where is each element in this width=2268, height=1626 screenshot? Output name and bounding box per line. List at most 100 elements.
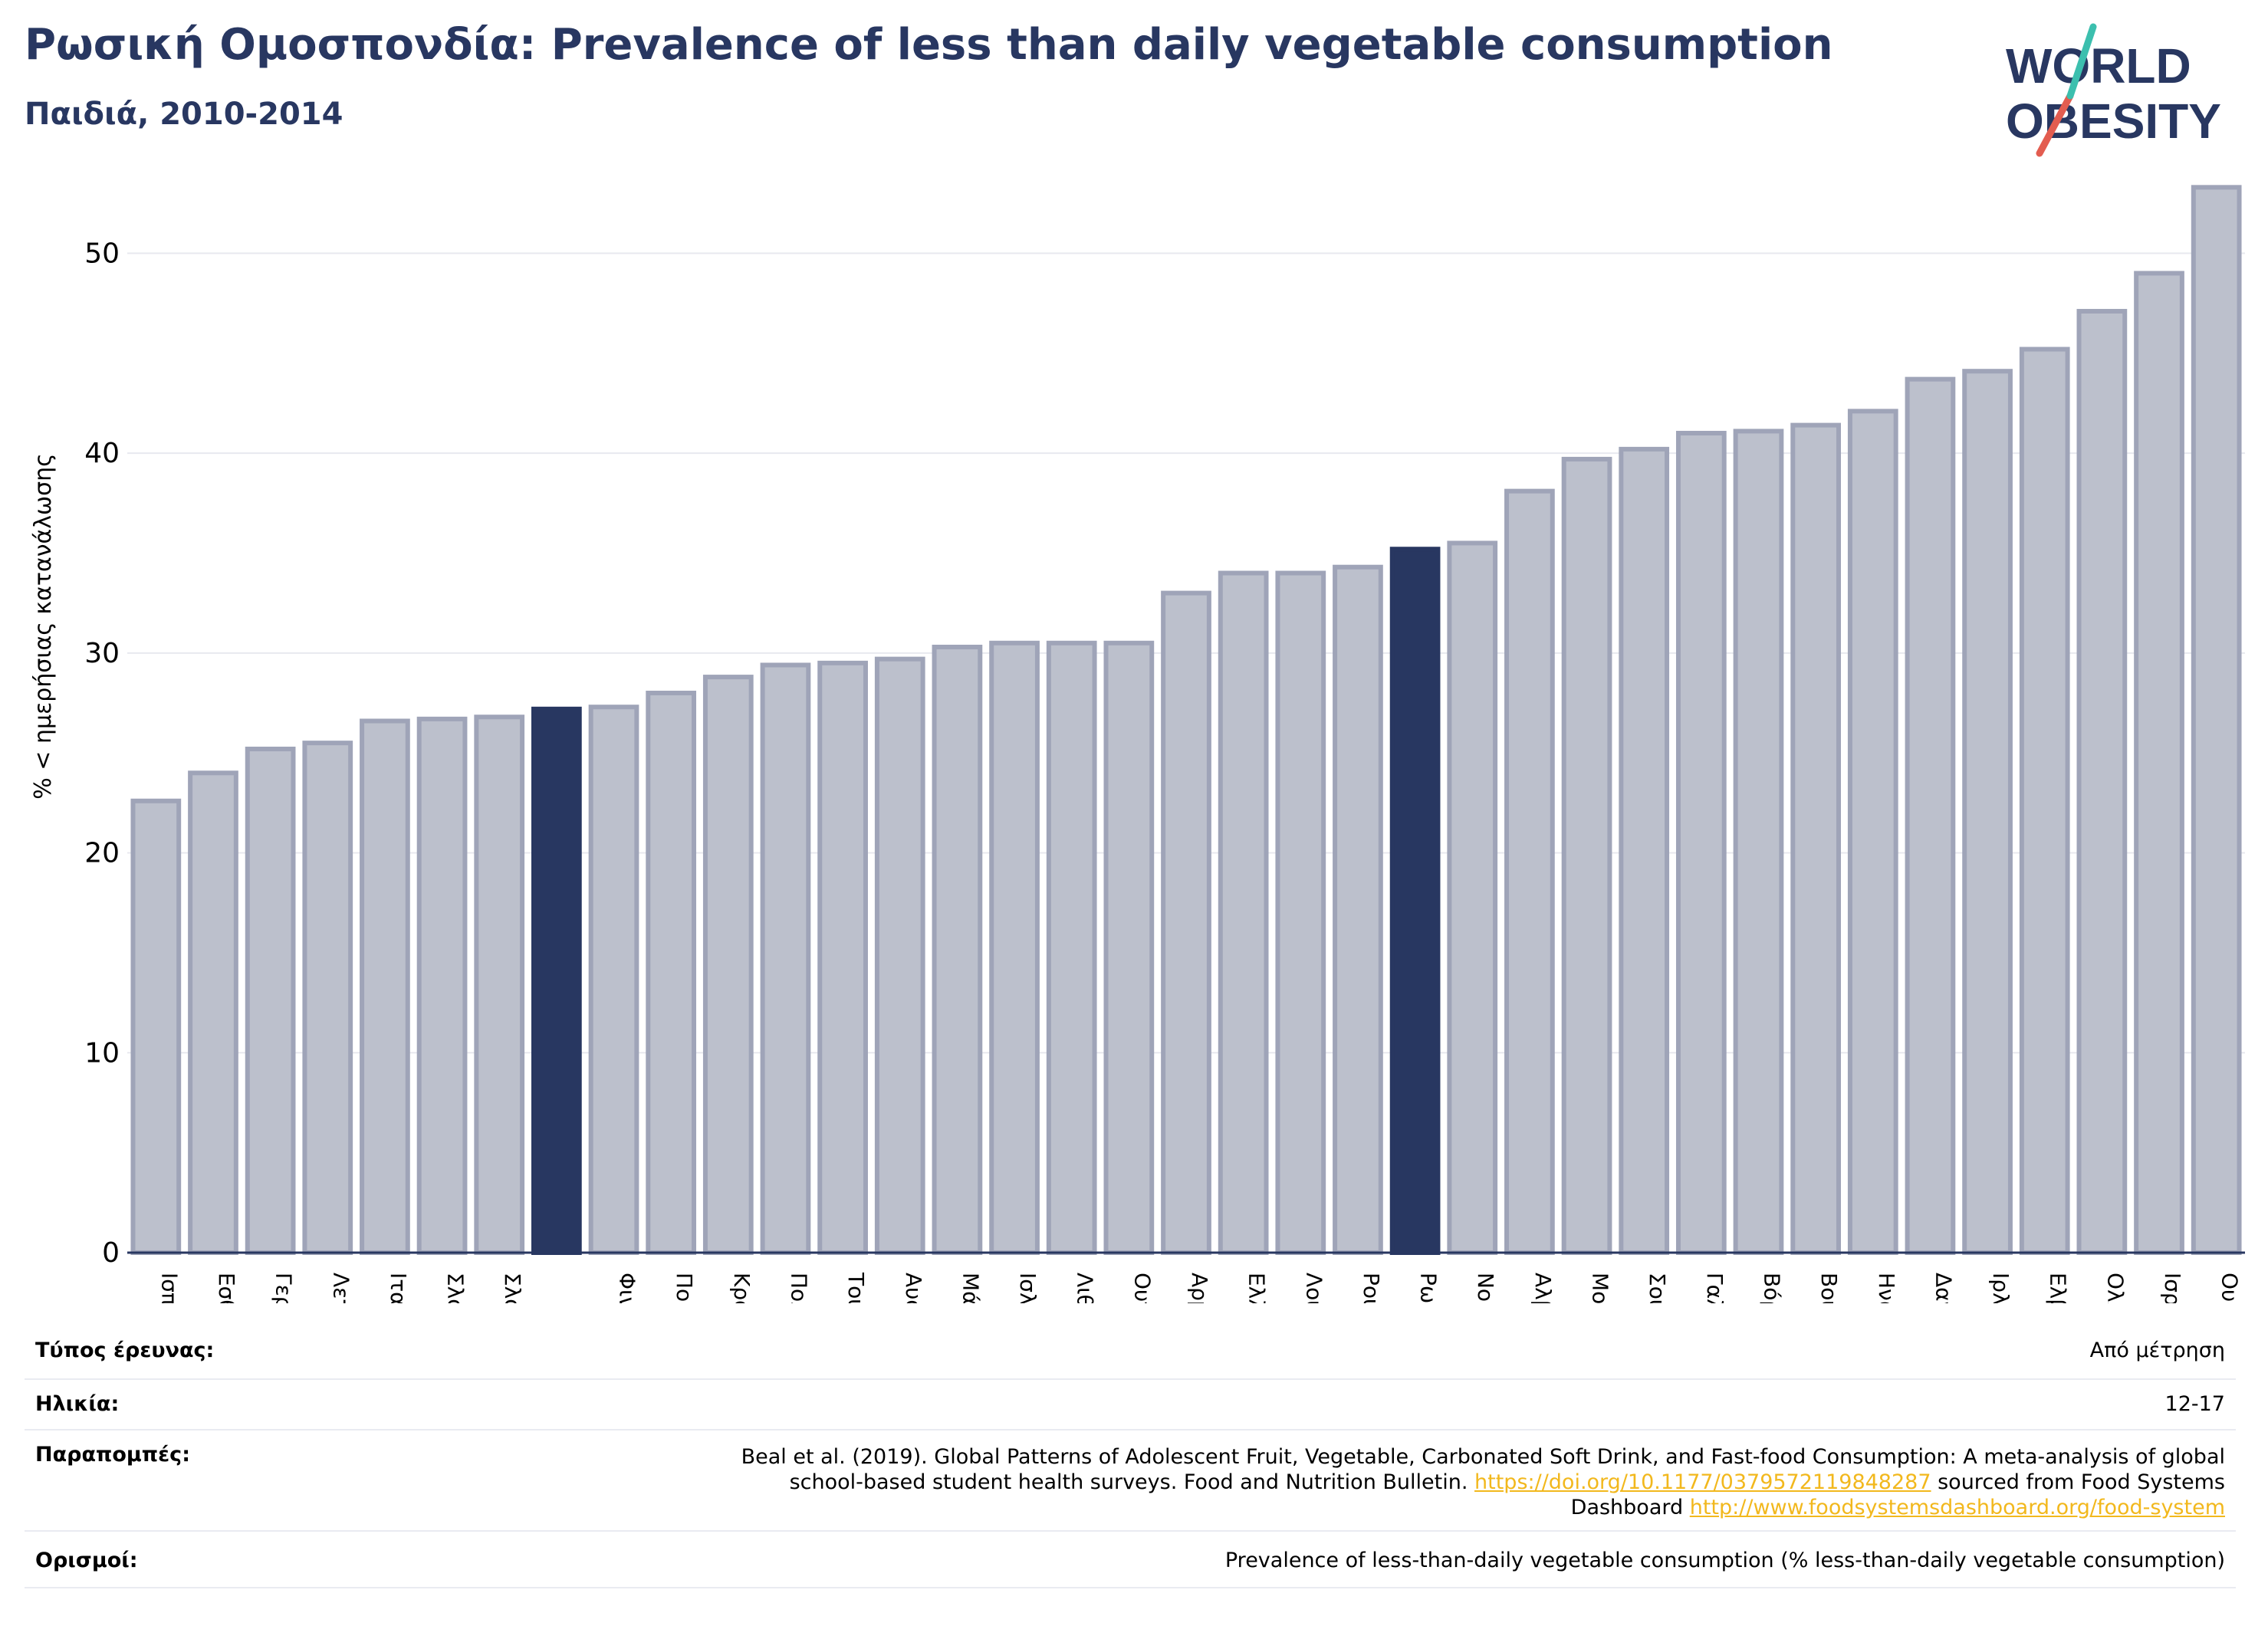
bar[interactable] [1962, 369, 2013, 1255]
x-tick-label: Λουξεμβούργο [1301, 1273, 1326, 1303]
x-tick-label: Βουλγαρία [1816, 1273, 1842, 1303]
bar[interactable] [474, 714, 525, 1255]
bar[interactable] [416, 716, 468, 1255]
survey-type-value: Από μέτρηση [2089, 1339, 2225, 1362]
y-axis-label: % < ημερήσιας κατανάλωσης [30, 453, 57, 800]
bars [127, 185, 2245, 1256]
x-tick-label: Ολλανδία [2102, 1273, 2128, 1303]
x-tick-label: Ιταλία [386, 1273, 411, 1303]
y-tick-labels: 0 10 20 30 40 50 [84, 238, 120, 1269]
bar[interactable] [1561, 456, 1612, 1255]
bar[interactable] [1675, 431, 1727, 1255]
bar[interactable] [1389, 547, 1441, 1255]
x-tick-label: Τουρκία [843, 1272, 869, 1303]
x-tick-label: Λετονία [328, 1273, 353, 1303]
x-tick-label: Ισραήλ [2160, 1273, 2185, 1303]
x-tick-label: Εσθονία [214, 1273, 239, 1303]
y-tick-label: 40 [84, 438, 120, 469]
bar[interactable] [1790, 422, 1841, 1255]
bar[interactable] [588, 705, 639, 1255]
x-tick-label: Ουγγαρία [1129, 1273, 1155, 1303]
bar-chart: 0 10 20 30 40 50 Ισπανία Εσθονία Γερμανία Λετονί… [30, 185, 2245, 1303]
x-tick-label: Ιρλανδία [1988, 1273, 2013, 1303]
bar[interactable] [1046, 640, 1097, 1255]
bar[interactable] [1218, 570, 1269, 1255]
x-tick-label: Ηνωμένο Βασίλειο [1874, 1273, 1899, 1303]
x-tick-label: Κροατία [729, 1273, 754, 1303]
x-tick-label: Σλοβακία [443, 1273, 468, 1303]
bar[interactable] [932, 644, 983, 1255]
x-tick-label: Ρουμανία [1359, 1273, 1384, 1303]
logo-text-world: WORLD [2006, 38, 2191, 94]
x-tick-label: Ρωσική Ομοσπονδία [1416, 1273, 1441, 1303]
bar[interactable] [817, 660, 868, 1255]
bar[interactable] [989, 640, 1040, 1255]
y-tick-label: 50 [84, 238, 120, 269]
y-tick-label: 20 [84, 838, 120, 869]
bar[interactable] [1275, 570, 1326, 1255]
y-tick-label: 10 [84, 1037, 120, 1069]
food-systems-dashboard-link[interactable]: http://www.foodsystemsdashboard.org/food… [1689, 1496, 2225, 1519]
bar[interactable] [2134, 271, 2184, 1255]
definitions-label: Ορισμοί: [35, 1549, 138, 1572]
x-tick-label: Ουκρανία [2217, 1273, 2243, 1303]
meta-row-survey-type: Τύπος έρευνας: Από μέτρηση [25, 1325, 2236, 1380]
bar[interactable] [1447, 540, 1498, 1255]
definitions-value: Prevalence of less-than-daily vegetable … [1224, 1549, 2225, 1572]
chart-title: Ρωσική Ομοσπονδία: Prevalence of less th… [25, 20, 1833, 70]
doi-link[interactable]: https://doi.org/10.1177/0379572119848287 [1474, 1470, 1931, 1494]
bar[interactable] [2019, 347, 2070, 1256]
bar[interactable] [1161, 590, 1211, 1255]
meta-row-age: Ηλικία: 12-17 [25, 1380, 2236, 1431]
x-tick-label: Αρμενία [1187, 1273, 1212, 1303]
references-text: Beal et al. (2019). Global Patterns of A… [692, 1444, 2225, 1520]
x-tick-label: Γερμανία [271, 1273, 297, 1303]
meta-row-references: Παραπομπές: Beal et al. (2019). Global P… [25, 1431, 2236, 1532]
bar[interactable] [760, 662, 811, 1255]
x-tick-label: Ισλανδία [1015, 1273, 1040, 1303]
bar[interactable] [1504, 488, 1555, 1255]
bar[interactable] [360, 718, 410, 1255]
references-label: Παραπομπές: [35, 1443, 190, 1467]
x-tick-label: Νορβηγία [1473, 1273, 1498, 1303]
bar[interactable] [130, 798, 182, 1255]
logo-slash-red [2036, 92, 2074, 157]
references-text-2: sourced from Food Systems Dashboard [1570, 1470, 2225, 1519]
bar[interactable] [302, 741, 353, 1255]
x-tick-label: Μολδαβία [1588, 1273, 1613, 1303]
age-value: 12-17 [2164, 1392, 2225, 1416]
bar[interactable] [1847, 409, 1898, 1256]
x-tick-label: Μάλτα [958, 1273, 983, 1303]
x-tick-label: Σλοβενία [500, 1273, 525, 1303]
x-tick-label: Δανία [1931, 1273, 1956, 1303]
bar[interactable] [702, 675, 754, 1255]
x-tick-label: Ισπανία [156, 1273, 182, 1303]
bar[interactable] [1619, 446, 1670, 1255]
chart-subtitle: Παιδιά, 2010-2014 [25, 97, 343, 132]
bar[interactable] [188, 770, 238, 1255]
bar[interactable] [874, 656, 925, 1255]
meta-row-definitions: Ορισμοί: Prevalence of less-than-daily v… [25, 1532, 2236, 1588]
x-tick-labels: Ισπανία Εσθονία Γερμανία Λετονία Ιταλία Σλοβα… [156, 1272, 2242, 1303]
logo-text-obesity: OBESITY [2006, 94, 2221, 149]
survey-type-label: Τύπος έρευνας: [35, 1339, 215, 1362]
x-tick-label: Γαλλία [1702, 1273, 1727, 1303]
bar[interactable] [1333, 564, 1383, 1255]
bar[interactable] [2191, 185, 2242, 1256]
bar[interactable] [1103, 640, 1155, 1255]
x-tick-label: Αλβανία [1530, 1273, 1556, 1303]
bar[interactable] [646, 690, 697, 1255]
y-tick-label: 30 [84, 638, 120, 669]
x-tick-label: Λιθουανία [1073, 1273, 1098, 1303]
age-label: Ηλικία: [35, 1392, 120, 1416]
bar[interactable] [1733, 429, 1784, 1255]
y-tick-label: 0 [102, 1237, 120, 1269]
x-tick-label: Σουηδία [1645, 1273, 1670, 1303]
bar[interactable] [531, 706, 582, 1255]
bar[interactable] [1905, 376, 1956, 1255]
x-tick-label: Φινλανδία [615, 1273, 640, 1303]
world-obesity-logo: WORLD OBESITY [2006, 23, 2221, 157]
x-tick-label: Ελβετία [2046, 1273, 2071, 1303]
bar[interactable] [2076, 308, 2128, 1256]
bar[interactable] [245, 746, 296, 1255]
